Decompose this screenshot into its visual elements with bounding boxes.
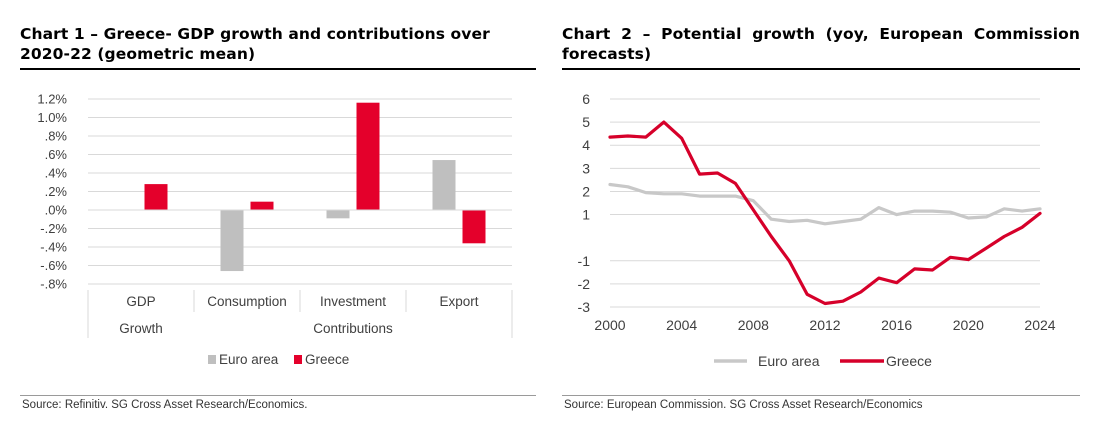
- chart2-y-tick-label: 3: [582, 160, 590, 176]
- chart2-y-tick-label: 1: [582, 207, 590, 223]
- chart1-x-category-label: Consumption: [207, 294, 287, 309]
- chart1-x-category-label: Investment: [320, 294, 386, 309]
- chart1-y-tick-label: -.6%: [40, 258, 67, 273]
- chart2-x-tick-label: 2008: [738, 317, 769, 333]
- chart1-bar: [144, 184, 168, 210]
- chart1-y-tick-label: -.4%: [40, 240, 67, 255]
- chart1-title: Chart 1 – Greece- GDP growth and contrib…: [20, 25, 490, 63]
- chart1-bar: [356, 102, 380, 210]
- chart2-legend-label: Euro area: [758, 353, 820, 369]
- chart1-top-rule: [20, 68, 536, 70]
- chart2-top-rule: [562, 68, 1080, 70]
- chart1-y-tick-label: .0%: [45, 203, 68, 218]
- chart1-panel: Chart 1 – Greece- GDP growth and contrib…: [20, 0, 536, 433]
- chart1-plot: 1.2% 1.0% .8% .6% .4% .2% .0% -.2% -.4% -.6% -.8% G…: [37, 92, 513, 367]
- chart2-y-tick-label: -3: [578, 299, 591, 315]
- chart1-y-tick-label: 1.0%: [37, 110, 67, 125]
- chart2-x-tick-label: 2016: [881, 317, 912, 333]
- chart2-x-tick-label: 2012: [809, 317, 840, 333]
- chart1-y-tick-label: .4%: [45, 166, 68, 181]
- chart2-y-tick-label: 2: [582, 183, 590, 199]
- chart1-y-tick-label: -.8%: [40, 277, 67, 292]
- chart2-x-tick-label: 2024: [1024, 317, 1055, 333]
- chart1-bottom-rule: [20, 395, 536, 396]
- chart1-bar: [432, 160, 456, 210]
- chart1-legend-swatch: [294, 355, 302, 364]
- chart1-x-category-label: Export: [439, 294, 478, 309]
- chart1-group-label: Growth: [119, 321, 163, 336]
- chart2-x-tick-label: 2020: [953, 317, 984, 333]
- chart1-x-category-label: GDP: [126, 294, 155, 309]
- chart1-bar: [326, 210, 350, 219]
- chart1-y-tick-label: -.2%: [40, 221, 67, 236]
- chart2-x-tick-label: 2000: [594, 317, 625, 333]
- chart1-y-tick-label: .6%: [45, 147, 68, 162]
- chart2-y-tick-label: 5: [582, 114, 590, 130]
- chart1-bar: [462, 210, 486, 244]
- chart1-legend-label: Euro area: [219, 352, 279, 367]
- chart1-bar: [250, 201, 274, 210]
- chart1-legend-swatch: [208, 355, 216, 364]
- chart2-series-line: [608, 120, 1042, 306]
- chart1-y-tick-label: 1.2%: [37, 92, 67, 107]
- chart2-bottom-rule: [562, 395, 1080, 396]
- chart2-y-tick-label: 4: [582, 137, 590, 153]
- chart2-y-tick-label: 6: [582, 91, 590, 107]
- chart1-legend-label: Greece: [305, 352, 349, 367]
- chart2-source: Source: European Commission. SG Cross As…: [564, 399, 923, 411]
- chart2-x-tick-label: 2004: [666, 317, 697, 333]
- chart1-source: Source: Refinitiv. SG Cross Asset Resear…: [22, 399, 308, 411]
- chart2-y-tick-label: -2: [578, 276, 591, 292]
- chart1-group-label: Contributions: [313, 321, 393, 336]
- chart2-panel: Chart 2 – Potential growth (yoy, Europea…: [562, 0, 1080, 433]
- chart1-y-tick-label: .2%: [45, 184, 68, 199]
- chart2-title: Chart 2 – Potential growth (yoy, Europea…: [562, 25, 1080, 63]
- chart2-legend-label: Greece: [886, 353, 932, 369]
- chart2-series-line: [608, 182, 1042, 226]
- chart2-y-tick-label: -1: [578, 253, 591, 269]
- chart1-bar: [220, 210, 244, 272]
- chart1-y-tick-label: .8%: [45, 129, 68, 144]
